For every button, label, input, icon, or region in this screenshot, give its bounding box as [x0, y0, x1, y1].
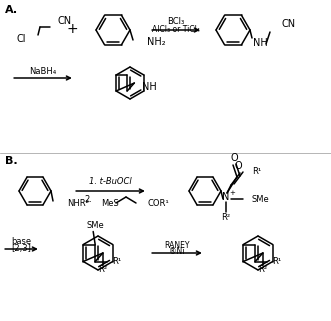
Text: R¹: R¹	[272, 257, 281, 266]
Text: base: base	[11, 238, 31, 247]
Text: +: +	[66, 22, 78, 36]
Text: COR¹: COR¹	[148, 199, 170, 209]
Text: R²: R²	[258, 265, 267, 274]
Text: R¹: R¹	[252, 167, 261, 176]
Text: 2.: 2.	[84, 195, 92, 204]
Text: 1. t-BuOCl: 1. t-BuOCl	[89, 178, 131, 187]
Text: R²: R²	[221, 213, 231, 221]
Text: R²: R²	[98, 265, 108, 274]
Text: SMe: SMe	[251, 195, 269, 204]
Text: BCl₃: BCl₃	[167, 18, 185, 27]
Text: RANEY: RANEY	[164, 240, 190, 249]
Text: NHR²: NHR²	[67, 199, 89, 209]
Text: NH₂: NH₂	[147, 37, 166, 47]
Text: +: +	[229, 190, 235, 196]
Text: O: O	[234, 161, 242, 171]
Text: SMe: SMe	[86, 221, 104, 230]
Text: R¹: R¹	[112, 257, 121, 266]
Text: NaBH₄: NaBH₄	[29, 66, 57, 75]
Text: AlCl₃ or TiCl₄: AlCl₃ or TiCl₄	[152, 25, 200, 34]
Text: N: N	[222, 192, 230, 202]
Text: B.: B.	[5, 156, 18, 166]
Text: CN: CN	[282, 19, 296, 29]
Text: A.: A.	[5, 5, 18, 15]
Text: ®Ni: ®Ni	[169, 247, 185, 256]
Text: O: O	[230, 153, 238, 163]
Text: NH: NH	[253, 38, 267, 48]
Text: MeS: MeS	[101, 198, 119, 207]
Text: [2,3]: [2,3]	[11, 244, 31, 253]
Text: NH: NH	[142, 82, 157, 92]
Text: CN: CN	[58, 16, 72, 26]
Text: Cl: Cl	[17, 34, 26, 44]
